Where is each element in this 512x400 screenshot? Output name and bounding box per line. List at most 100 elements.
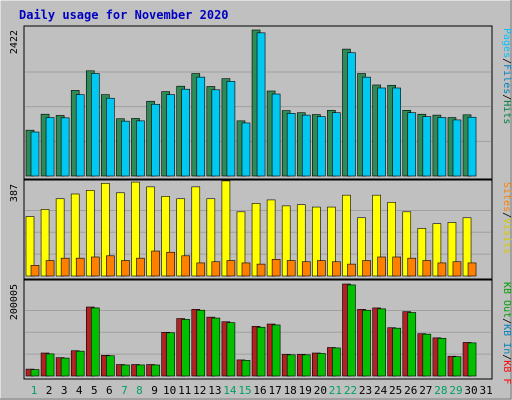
bar-files: [437, 117, 447, 177]
bar-kb-in: [347, 284, 356, 377]
bar-files: [136, 120, 145, 177]
bar-sites: [271, 259, 281, 277]
bar-files: [422, 116, 432, 177]
bar-kb-in: [332, 347, 341, 377]
bar-sites: [332, 261, 341, 277]
legend-kbytes: KB Out/KB In/KB F: [501, 282, 512, 384]
x-tick-label: 30: [464, 384, 477, 397]
bar-sites: [241, 262, 251, 277]
bar-visits: [55, 198, 65, 277]
bar-sites: [256, 263, 266, 277]
bar-visits: [221, 180, 231, 277]
bar-visits: [101, 182, 110, 277]
bar-visits: [176, 198, 185, 277]
x-tick-label: 7: [121, 384, 128, 397]
bar-visits: [432, 223, 442, 277]
bar-visits: [387, 202, 396, 277]
bar-files: [407, 112, 417, 177]
bar-kb-in: [452, 356, 462, 377]
bar-kb-in: [196, 309, 206, 377]
bar-kb-in: [256, 326, 266, 377]
bar-sites: [166, 251, 175, 277]
bar-sites: [226, 260, 236, 277]
bar-files: [256, 32, 266, 177]
bar-visits: [116, 192, 125, 277]
x-tick-label: 21: [329, 384, 342, 397]
bar-sites: [45, 260, 55, 277]
bar-files: [30, 131, 40, 177]
bar-sites: [121, 260, 130, 277]
bar-files: [90, 73, 100, 177]
bar-visits: [281, 205, 291, 277]
bar-visits: [462, 217, 472, 277]
x-tick-label: 8: [136, 384, 143, 397]
bar-sites: [422, 260, 432, 277]
legend-visits-sites: Sites/Visits: [501, 182, 512, 254]
bar-files: [75, 94, 85, 177]
bar-files: [151, 103, 160, 177]
legend-hits-files: Pages/Files/Hits: [501, 28, 512, 124]
bar-visits: [236, 211, 246, 277]
bar-kb-in: [121, 364, 130, 377]
legend-entry: /: [501, 58, 512, 64]
bar-files: [181, 88, 190, 177]
legend-entry: Visits: [501, 218, 512, 254]
x-tick-label: 18: [284, 384, 297, 397]
bar-visits: [342, 194, 351, 277]
bar-files: [121, 120, 130, 177]
bar-files: [467, 116, 477, 177]
bar-visits: [417, 228, 427, 277]
bar-files: [392, 87, 401, 177]
bar-visits: [206, 198, 216, 277]
bar-files: [226, 81, 236, 177]
bar-kb-in: [211, 317, 221, 377]
bar-kb-in: [151, 364, 160, 377]
bar-files: [301, 114, 311, 177]
bar-sites: [437, 262, 447, 277]
bar-sites: [196, 262, 206, 277]
bar-kb-in: [166, 332, 175, 377]
bar-sites: [362, 260, 371, 277]
bar-kb-in: [301, 354, 311, 377]
x-tick-label: 24: [374, 384, 388, 397]
bar-sites: [136, 257, 145, 277]
bar-sites: [90, 256, 100, 277]
bar-sites: [347, 263, 356, 277]
bar-visits: [372, 194, 381, 277]
bar-files: [452, 119, 462, 177]
panel-kbytes: 200005 KB Out/KB In/KB F: [9, 279, 512, 384]
x-tick-label: 11: [178, 384, 191, 397]
x-tick-label: 2: [46, 384, 53, 397]
bar-sites: [286, 260, 296, 277]
bar-visits: [357, 217, 366, 277]
bar-sites: [75, 257, 85, 277]
x-tick-label: 26: [404, 384, 417, 397]
x-tick-label: 13: [208, 384, 221, 397]
bar-visits: [85, 190, 95, 277]
x-axis-labels: 1 2 3 4 5 6 7 8 9 10 11 12 13 14 15 16 17 18 19 20 21 22 23 24 2…: [31, 384, 493, 397]
bar-kb-in: [75, 350, 85, 377]
bar-kb-in: [422, 333, 432, 377]
legend-entry: Hits: [501, 100, 512, 124]
bar-visits: [402, 211, 412, 277]
x-tick-label: 3: [61, 384, 68, 397]
x-tick-label: 25: [389, 384, 402, 397]
bar-files: [211, 89, 221, 177]
bar-sites: [60, 257, 70, 277]
bar-kb-in: [362, 309, 371, 377]
bar-files: [241, 122, 251, 177]
bar-kb-in: [407, 312, 417, 377]
bar-visits: [296, 204, 306, 277]
bar-visits: [25, 216, 35, 277]
bar-files: [45, 117, 55, 177]
chart-title: Daily usage for November 2020: [19, 8, 229, 22]
x-tick-label: 29: [449, 384, 462, 397]
x-tick-label: 5: [91, 384, 98, 397]
bar-kb-in: [286, 354, 296, 377]
bar-files: [332, 112, 341, 177]
bar-visits: [161, 196, 170, 277]
bar-sites: [392, 256, 401, 277]
bar-kb-in: [467, 342, 477, 377]
